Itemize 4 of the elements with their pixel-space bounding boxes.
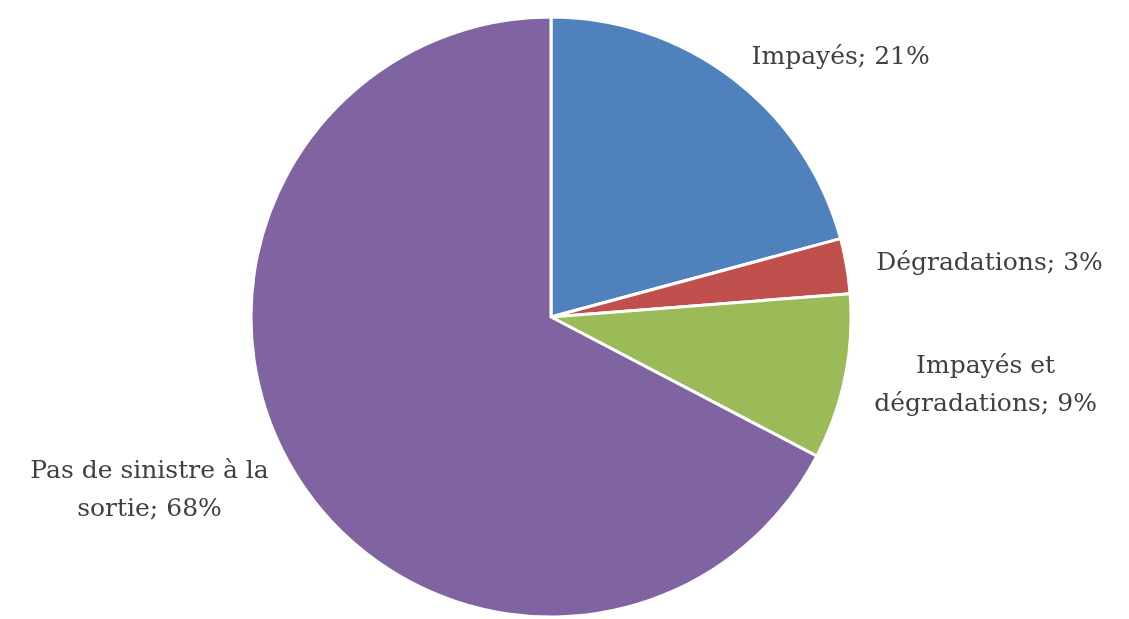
slice-label: Impayés et dégradations; 9% <box>874 350 1097 418</box>
slice-label: Dégradations; 3% <box>876 246 1103 276</box>
slice-label: Pas de sinistre à la sortie; 68% <box>30 454 269 522</box>
slice-label: Impayés; 21% <box>751 40 930 70</box>
